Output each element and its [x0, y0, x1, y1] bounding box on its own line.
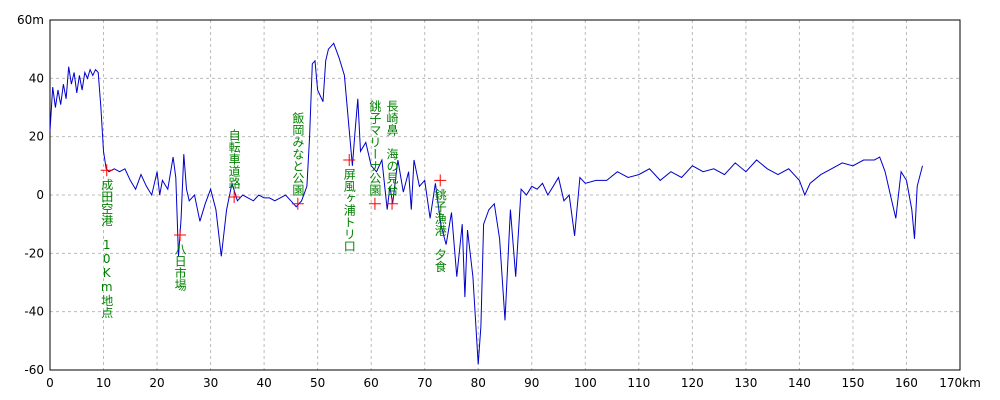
annotation-marker — [386, 197, 399, 210]
y-tick-label: 20 — [29, 130, 44, 144]
annotation-label: 長崎鼻 海の見台 — [385, 99, 399, 195]
y-tick-label: -20 — [24, 246, 44, 260]
annotation-label: 自転車道路 — [227, 129, 241, 190]
y-tick-label: 0 — [36, 188, 44, 202]
annotation-label: 銚子マリーナ公園 — [368, 98, 382, 195]
x-tick-label: 120 — [681, 376, 704, 390]
annotation-label: 銚子漁港 夕食 — [433, 187, 447, 272]
annotation-marker — [291, 197, 304, 210]
x-tick-label: 50 — [310, 376, 325, 390]
x-tick-label: 40 — [256, 376, 271, 390]
x-tick-label: 20 — [149, 376, 164, 390]
annotation-label: 飯岡みなと公園 — [291, 110, 305, 195]
annotation-label: 屏風ヶ浦トリ口 — [342, 168, 356, 252]
y-tick-label: -40 — [24, 305, 44, 319]
annotation-marker — [343, 154, 356, 166]
x-tick-label: 140 — [788, 376, 811, 390]
x-tick-label: 160 — [895, 376, 918, 390]
y-tick-label: 40 — [29, 71, 44, 85]
annotation-label: 成田空港 10Km地点 — [100, 178, 114, 318]
annotation-label: 八日市場 — [173, 243, 187, 292]
elevation-line — [49, 42, 923, 365]
x-tick-label: 60 — [364, 376, 379, 390]
x-tick-label: 10 — [96, 376, 111, 390]
y-tick-label: 60m — [17, 13, 44, 27]
x-tick-label: 70 — [417, 376, 432, 390]
x-tick-label: 110 — [627, 376, 650, 390]
x-tick-label: 130 — [734, 376, 757, 390]
annotation-marker — [434, 174, 447, 187]
x-tick-label: 90 — [524, 376, 539, 390]
annotation-marker — [174, 228, 187, 241]
x-tick-label: 0 — [46, 376, 54, 390]
x-tick-label: 30 — [203, 376, 218, 390]
x-tick-label: 170km — [939, 376, 981, 390]
y-tick-label: -60 — [24, 363, 44, 377]
x-tick-label: 150 — [841, 376, 864, 390]
plot-frame — [49, 19, 961, 371]
x-tick-label: 80 — [471, 376, 486, 390]
annotation-marker — [100, 164, 113, 177]
x-tick-label: 100 — [574, 376, 597, 390]
annotation-marker — [228, 191, 241, 204]
annotation-marker — [368, 197, 381, 210]
